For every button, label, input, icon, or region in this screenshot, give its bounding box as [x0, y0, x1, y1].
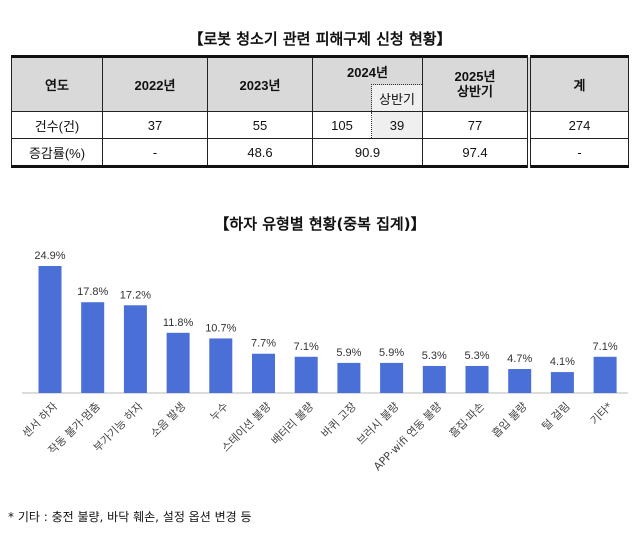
- bar: [252, 353, 275, 393]
- data-label: 17.8%: [77, 286, 108, 298]
- cell: 97.4: [422, 138, 530, 167]
- bar: [508, 369, 532, 393]
- table-title: 【로봇 청소기 관련 피해구제 신청 현황】: [188, 30, 452, 48]
- data-label: 7.7%: [251, 338, 276, 350]
- data-label: 7.1%: [593, 341, 618, 353]
- category-label: 바퀴 고장: [319, 400, 359, 440]
- cell: 90.9: [312, 138, 423, 167]
- chart-title: 【하자 유형별 현황(중복 집계)】: [214, 215, 426, 233]
- category-label: 흡입 불량: [489, 399, 530, 440]
- data-label: 4.7%: [507, 353, 532, 365]
- category-label: 누수: [207, 400, 231, 424]
- data-label: 5.3%: [464, 350, 489, 362]
- bar: [465, 365, 489, 393]
- category-label: 센서 하자: [19, 399, 60, 440]
- data-label: 5.9%: [379, 347, 404, 359]
- data-label: 11.8%: [163, 317, 194, 329]
- bar: [422, 365, 446, 393]
- category-label: 소음 발생: [148, 400, 188, 440]
- header-year: 연도: [11, 56, 103, 112]
- bar: [38, 266, 62, 393]
- header-2022: 2022년: [102, 56, 208, 112]
- category-label: 털 걸림: [539, 400, 572, 433]
- header-2024-half: 상반기: [371, 84, 423, 112]
- cell: 37: [102, 111, 208, 139]
- data-label: 17.2%: [120, 289, 151, 301]
- footnote: * 기타 : 충전 불량, 바닥 훼손, 설정 옵션 변경 등: [8, 510, 252, 524]
- bar: [380, 362, 404, 393]
- bar: [337, 362, 361, 393]
- bar: [166, 332, 190, 393]
- cell: 39: [371, 111, 423, 139]
- header-2023: 2023년: [207, 56, 313, 112]
- row-label: 건수(건): [11, 111, 103, 139]
- cell: -: [527, 138, 629, 167]
- cell: -: [102, 138, 208, 167]
- data-label: 5.9%: [336, 347, 361, 359]
- bar: [123, 305, 147, 393]
- header-2024: 2024년: [312, 56, 423, 85]
- category-label: 배터리 불량: [269, 400, 316, 447]
- data-label: 5.3%: [422, 350, 447, 362]
- data-label: 4.1%: [550, 356, 575, 368]
- cell: 105: [312, 111, 372, 139]
- cell: 48.6: [207, 138, 313, 167]
- category-label: 흠집·파손: [446, 399, 487, 440]
- row-label: 증감률(%): [11, 138, 103, 167]
- data-label: 24.9%: [34, 250, 65, 262]
- cell: 77: [422, 111, 530, 139]
- cell: 55: [207, 111, 313, 139]
- data-label: 10.7%: [205, 322, 236, 334]
- bar: [550, 372, 574, 393]
- bar: [81, 302, 105, 393]
- claims-table: 연도 2022년 2023년 2024년 2025년 상반기 계 상반기 건수(건…: [11, 55, 629, 168]
- table-row: 건수(건) 37 55 105 39 77 274: [11, 111, 629, 139]
- data-label: 7.1%: [294, 341, 319, 353]
- bar: [209, 338, 233, 393]
- bar: [593, 356, 617, 393]
- table-row: 증감률(%) - 48.6 90.9 97.4 -: [11, 138, 629, 167]
- header-total: 계: [527, 56, 629, 112]
- cell: 274: [527, 111, 629, 139]
- category-label: 기타*: [588, 400, 616, 428]
- bar: [294, 356, 318, 393]
- header-2025: 2025년 상반기: [422, 56, 530, 112]
